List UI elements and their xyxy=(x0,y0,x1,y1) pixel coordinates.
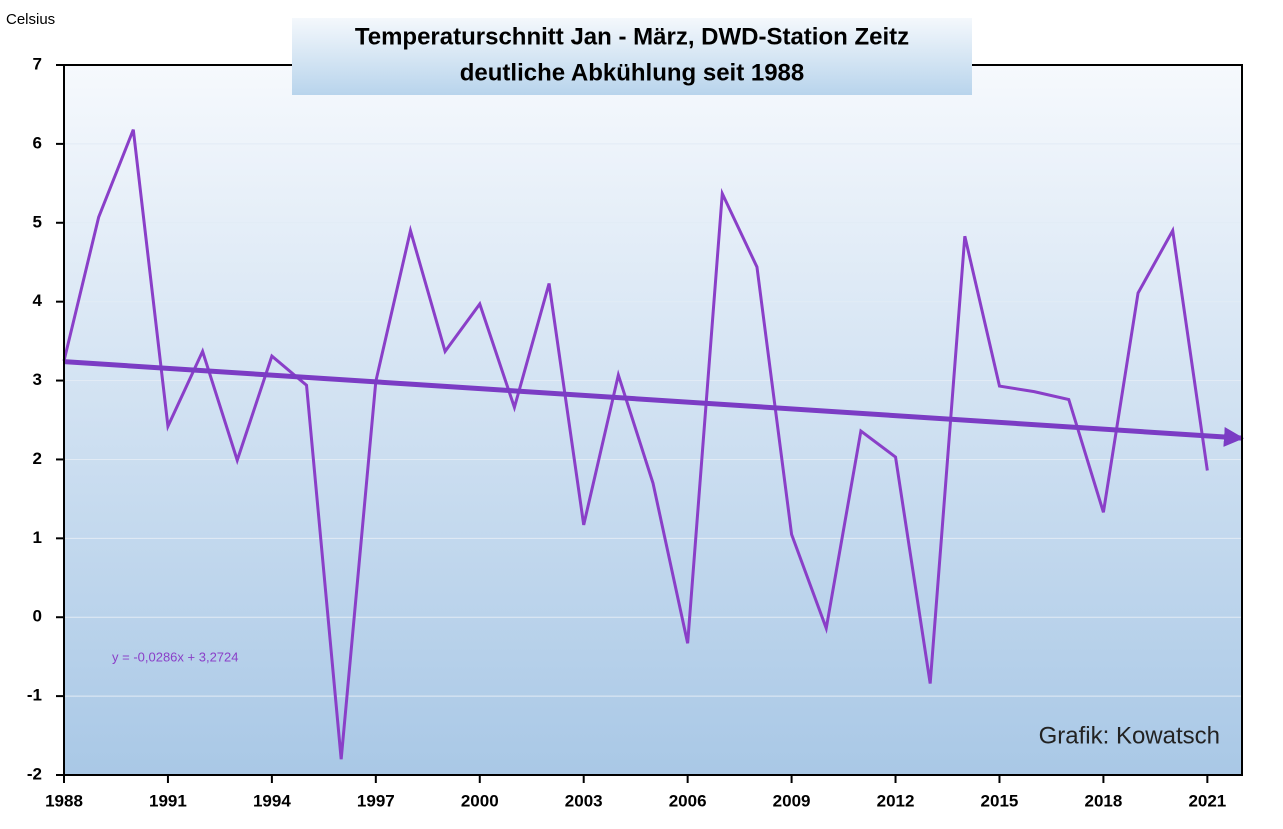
y-tick-label: 7 xyxy=(33,54,42,73)
x-tick-label: 1997 xyxy=(357,791,395,810)
chart-title: Temperaturschnitt Jan - März, DWD-Statio… xyxy=(355,23,909,50)
y-tick-label: 0 xyxy=(33,607,42,626)
y-tick-label: 2 xyxy=(33,449,42,468)
trend-line xyxy=(63,359,1244,447)
trend-equation: y = -0,0286x + 3,2724 xyxy=(112,649,238,664)
x-tick-label: 2021 xyxy=(1188,791,1226,810)
y-tick-label: 4 xyxy=(33,291,43,310)
chart-subtitle: deutliche Abkühlung seit 1988 xyxy=(460,59,805,86)
x-tick-label: 2012 xyxy=(877,791,915,810)
x-tick-label: 2009 xyxy=(773,791,811,810)
x-tick-label: 1991 xyxy=(149,791,187,810)
plot-area xyxy=(64,65,1242,775)
credit: Grafik: Kowatsch xyxy=(1039,722,1220,749)
y-tick-label: 1 xyxy=(33,528,42,547)
y-tick-label: -1 xyxy=(27,686,42,705)
y-tick-label: 6 xyxy=(33,133,42,152)
x-tick-label: 2018 xyxy=(1084,791,1122,810)
y-tick-label: 3 xyxy=(33,370,42,389)
x-tick-label: 2000 xyxy=(461,791,499,810)
x-tick-label: 1988 xyxy=(45,791,83,810)
y-tick-label: -2 xyxy=(27,764,42,783)
y-axis-label: Celsius xyxy=(6,11,55,28)
x-tick-label: 1994 xyxy=(253,791,291,810)
y-tick-label: 5 xyxy=(33,212,42,231)
x-tick-label: 2003 xyxy=(565,791,603,810)
x-tick-label: 2015 xyxy=(981,791,1019,810)
data-line xyxy=(62,129,1209,760)
x-tick-label: 2006 xyxy=(669,791,707,810)
title-box xyxy=(292,18,972,95)
